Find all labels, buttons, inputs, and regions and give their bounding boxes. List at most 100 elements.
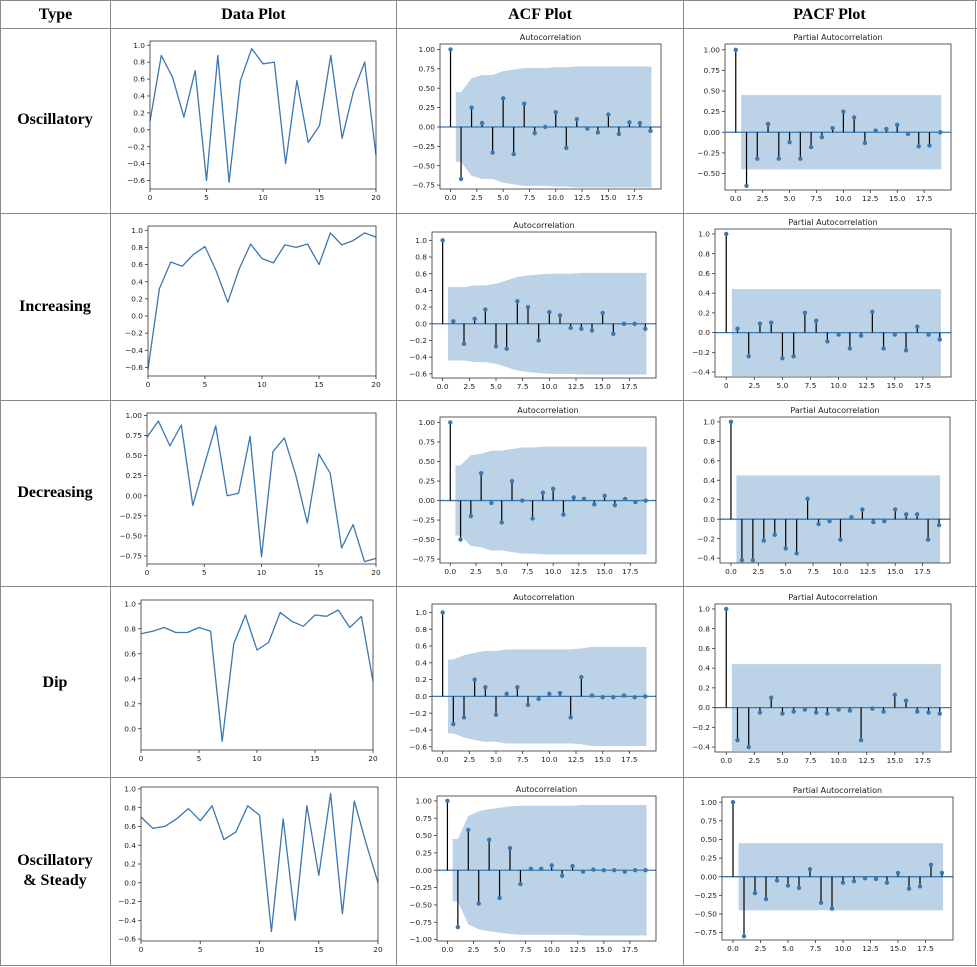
y-tick-label: 0.25 (419, 103, 436, 112)
stem-marker (805, 496, 810, 501)
y-tick-label: −0.6 (118, 935, 136, 944)
stem-marker (466, 827, 471, 833)
stem-marker (547, 691, 552, 697)
x-tick-label: 0 (139, 754, 144, 763)
stem-marker (915, 324, 920, 329)
stem-marker (739, 557, 745, 563)
y-tick-label: 0.8 (698, 624, 710, 633)
stem-marker (746, 744, 751, 750)
header-pacf-plot: PACF Plot (793, 6, 866, 23)
stem-marker (838, 537, 843, 542)
plot-frame (431, 603, 657, 752)
x-tick-label: 5.0 (784, 194, 796, 203)
y-tick-label: 1.0 (415, 236, 427, 245)
stem-marker (851, 115, 857, 120)
x-tick-label: 15 (314, 380, 324, 389)
stem-marker (525, 304, 531, 310)
stem-marker (884, 126, 889, 132)
stem-marker (870, 706, 875, 711)
y-tick-label: 0.8 (703, 437, 715, 446)
chart-title: Autocorrelation (520, 33, 582, 42)
y-tick-label: 0.6 (124, 822, 136, 831)
stem-marker (476, 901, 481, 906)
chart-title: Autocorrelation (516, 785, 578, 794)
stem-marker (536, 696, 541, 702)
stem-marker (643, 326, 648, 331)
stem-marker (903, 348, 909, 353)
x-tick-label: 0.0 (727, 944, 739, 953)
stem-marker (813, 710, 819, 715)
y-tick-label: 0.6 (698, 644, 710, 653)
x-tick-label: 10.0 (832, 567, 849, 576)
y-tick-label: 0.2 (415, 303, 427, 312)
x-tick-label: 0.0 (442, 945, 454, 954)
y-tick-label: 1.0 (703, 417, 715, 426)
y-tick-label: 0.4 (703, 476, 715, 485)
y-tick-label: −0.2 (127, 142, 145, 151)
y-tick-label: −0.2 (409, 709, 427, 718)
x-tick-label: 12.5 (862, 944, 879, 953)
stem-marker (559, 873, 565, 878)
stem-marker (515, 299, 520, 304)
y-tick-label: 0.2 (415, 675, 427, 684)
stem-marker (592, 502, 597, 507)
stem-marker (643, 498, 648, 503)
x-tick-label: 12.5 (862, 194, 879, 203)
stem-marker (448, 420, 453, 425)
row-label-line: Oscillatory (17, 111, 93, 128)
x-tick-label: 12.5 (571, 567, 588, 576)
x-tick-label: 0 (145, 568, 150, 577)
y-tick-label: 0.2 (703, 495, 715, 504)
data-series-line (149, 47, 377, 183)
x-tick-label: 7.5 (807, 567, 819, 576)
stem-marker (543, 124, 548, 130)
stem-marker (906, 886, 912, 891)
x-tick-label: 5 (203, 380, 208, 389)
y-tick-label: −0.50 (697, 169, 720, 178)
y-tick-label: −0.50 (694, 910, 717, 919)
stem-marker (455, 924, 461, 930)
x-tick-label: 5.0 (494, 945, 506, 954)
y-tick-label: 1.00 (416, 796, 433, 805)
stem-marker (600, 310, 605, 316)
y-tick-label: −0.4 (692, 368, 710, 377)
y-tick-label: −0.25 (412, 142, 435, 151)
stem-marker (750, 557, 756, 563)
x-tick-label: 15 (310, 754, 320, 763)
stem-marker (776, 156, 782, 161)
stem-marker (440, 238, 445, 243)
stem-marker (757, 321, 763, 326)
y-tick-label: 1.00 (701, 798, 718, 807)
y-tick-label: −0.6 (127, 176, 145, 185)
stem-marker (581, 496, 587, 502)
stem-marker (755, 156, 760, 161)
stem-marker (881, 346, 886, 351)
stem-marker (616, 131, 622, 137)
y-tick-label: 1.0 (698, 605, 710, 614)
header-type: Type (38, 6, 73, 23)
stem-marker (938, 130, 943, 135)
stem-marker (728, 419, 734, 425)
y-tick-label: 0.00 (701, 872, 718, 881)
stem-marker (528, 866, 534, 872)
stem-marker (451, 721, 456, 727)
x-tick-label: 15.0 (887, 756, 904, 765)
stem-marker (612, 503, 618, 508)
x-tick-label: 12.5 (858, 381, 875, 390)
y-tick-label: 0.0 (415, 692, 427, 701)
row-label-line: Dip (42, 674, 68, 691)
y-tick-label: 0.50 (701, 835, 718, 844)
x-tick-label: 20 (373, 945, 383, 954)
x-tick-label: 5.0 (490, 382, 502, 391)
stem-marker (570, 863, 575, 869)
x-tick-label: 0.0 (730, 194, 742, 203)
y-tick-label: 1.0 (133, 41, 145, 50)
stem-marker (847, 708, 853, 713)
stem-marker (445, 798, 450, 804)
y-tick-label: 0.2 (133, 108, 145, 117)
stem-marker (483, 684, 488, 690)
x-tick-label: 2.5 (463, 382, 475, 391)
